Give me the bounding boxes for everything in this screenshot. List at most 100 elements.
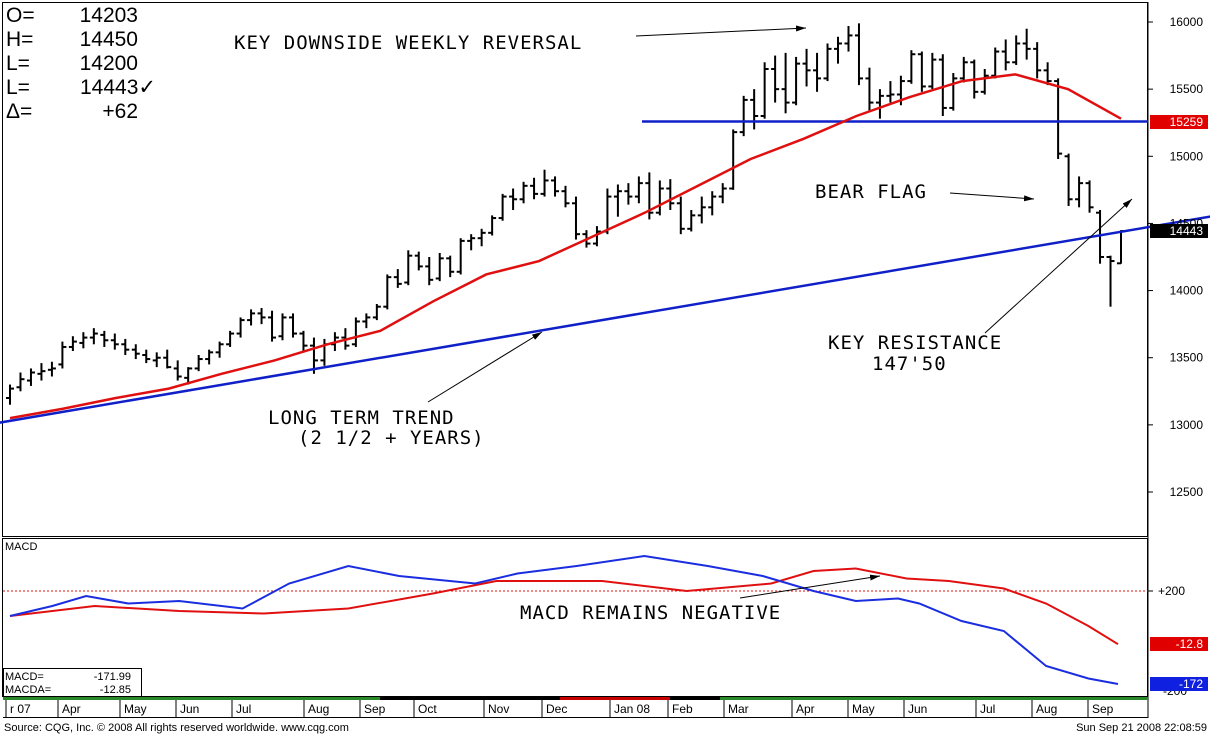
weekly-bar — [236, 317, 245, 338]
weekly-bar — [613, 184, 622, 217]
ohlc-label-high: H= — [6, 28, 33, 51]
weekly-bar — [309, 337, 318, 374]
weekly-bar — [750, 89, 759, 130]
macd-panel-title: MACD — [5, 541, 37, 553]
weekly-bar — [477, 228, 486, 247]
macda-readout-label: MACDA= — [5, 684, 51, 696]
weekly-bar — [68, 336, 77, 351]
weekly-bar — [393, 269, 402, 288]
tag-resistance-text: 15259 — [1170, 115, 1204, 129]
weekly-bar — [58, 341, 67, 369]
month-label: Jan 08 — [614, 702, 650, 716]
weekly-bar — [687, 210, 696, 232]
ohlc-value-open: 14203 — [80, 4, 138, 27]
weekly-bar — [425, 257, 434, 286]
weekly-bar — [519, 181, 528, 204]
weekly-bar — [173, 360, 182, 381]
weekly-bar — [163, 349, 172, 369]
weekly-bar — [362, 313, 371, 329]
weekly-bar — [456, 238, 465, 275]
weekly-bar — [184, 367, 193, 385]
price-tick-label: 12500 — [1170, 485, 1204, 499]
annotation-reversal: KEY DOWNSIDE WEEKLY REVERSAL — [234, 32, 582, 54]
weekly-bar — [1106, 255, 1115, 307]
month-label: Aug — [1036, 702, 1057, 716]
macd-readout-value: -171.99 — [94, 671, 131, 683]
tag-last-bg — [1150, 224, 1208, 238]
weekly-bar — [865, 67, 874, 111]
tag-signal-text: -12.8 — [1176, 637, 1204, 651]
weekly-bar — [446, 255, 455, 278]
weekly-bar — [404, 250, 413, 286]
price-tick-label: 15500 — [1170, 82, 1204, 96]
weekly-bar — [771, 55, 780, 103]
weekly-bar — [676, 196, 685, 235]
weekly-bar — [980, 69, 989, 95]
month-label: May — [124, 702, 147, 716]
macd-layer — [3, 554, 1153, 685]
weekly-bar — [540, 169, 549, 197]
weekly-bar — [802, 48, 811, 87]
chart-overlays — [0, 73, 1210, 424]
ohlc-readout: O= 14203 H= 14450 L= 14200 L= 14443✓ Δ= … — [6, 4, 156, 123]
weekly-bar — [226, 330, 235, 347]
macd-line — [9, 554, 1119, 685]
weekly-bar — [247, 309, 256, 326]
ohlc-value-low: 14200 — [80, 52, 138, 75]
annotation-macd-note: MACD REMAINS NEGATIVE — [520, 602, 781, 624]
weekly-bar — [194, 355, 203, 372]
annotation-key-resistance-1: KEY RESISTANCE — [828, 332, 1002, 354]
weekly-bar — [79, 332, 88, 349]
tag-last-text: 14443 — [1170, 224, 1204, 238]
weekly-bar — [697, 196, 706, 224]
month-label: Aug — [308, 702, 329, 716]
macd-readout-label: MACD= — [5, 671, 44, 683]
weekly-bar — [205, 349, 214, 365]
weekly-bar — [488, 215, 497, 236]
weekly-bar — [991, 47, 1000, 79]
weekly-bar — [1117, 230, 1125, 265]
tag-signal-bg — [1150, 637, 1208, 651]
month-label: Feb — [672, 702, 693, 716]
month-label: r 07 — [10, 702, 31, 716]
weekly-bar — [1054, 78, 1063, 159]
arrow-macd-note — [739, 574, 881, 599]
weekly-bar — [708, 191, 717, 216]
weekly-bar — [1033, 42, 1042, 79]
weekly-bar — [959, 56, 968, 83]
annotation-long-term-1: LONG TERM TREND — [268, 407, 455, 429]
macda-readout-value: -12.85 — [100, 684, 131, 696]
weekly-bar — [288, 313, 297, 338]
weekly-bar — [278, 313, 287, 341]
price-tick-label: 13500 — [1170, 351, 1204, 365]
weekly-bar — [813, 52, 822, 92]
tag-macd-bg — [1150, 677, 1208, 691]
weekly-bar — [152, 352, 161, 368]
month-label: Apr — [796, 702, 815, 716]
weekly-bar — [16, 372, 25, 392]
weekly-bar — [320, 338, 329, 366]
tag-macd-text: -172 — [1179, 677, 1203, 691]
weekly-bar — [100, 330, 109, 347]
weekly-bar — [257, 308, 266, 325]
weekly-bar — [1001, 39, 1010, 71]
weekly-bar — [530, 177, 539, 200]
weekly-bar — [571, 196, 580, 240]
weekly-bar — [949, 73, 958, 111]
month-label: Apr — [62, 702, 81, 716]
month-label: Sep — [1092, 702, 1114, 716]
weekly-bar — [928, 52, 937, 90]
weekly-bar — [634, 176, 643, 204]
ohlc-label-open: O= — [6, 4, 35, 27]
month-label: Dec — [546, 702, 567, 716]
weekly-bar — [655, 180, 664, 216]
month-label: Nov — [488, 702, 509, 716]
weekly-bar — [666, 179, 675, 210]
weekly-bar — [131, 344, 140, 360]
weekly-bar — [1064, 153, 1073, 206]
annotations: KEY DOWNSIDE WEEKLY REVERSAL BEAR FLAG K… — [234, 25, 1133, 624]
weekly-bar — [624, 183, 633, 205]
ohlc-label-last: L= — [6, 76, 30, 99]
weekly-bar — [435, 252, 444, 282]
